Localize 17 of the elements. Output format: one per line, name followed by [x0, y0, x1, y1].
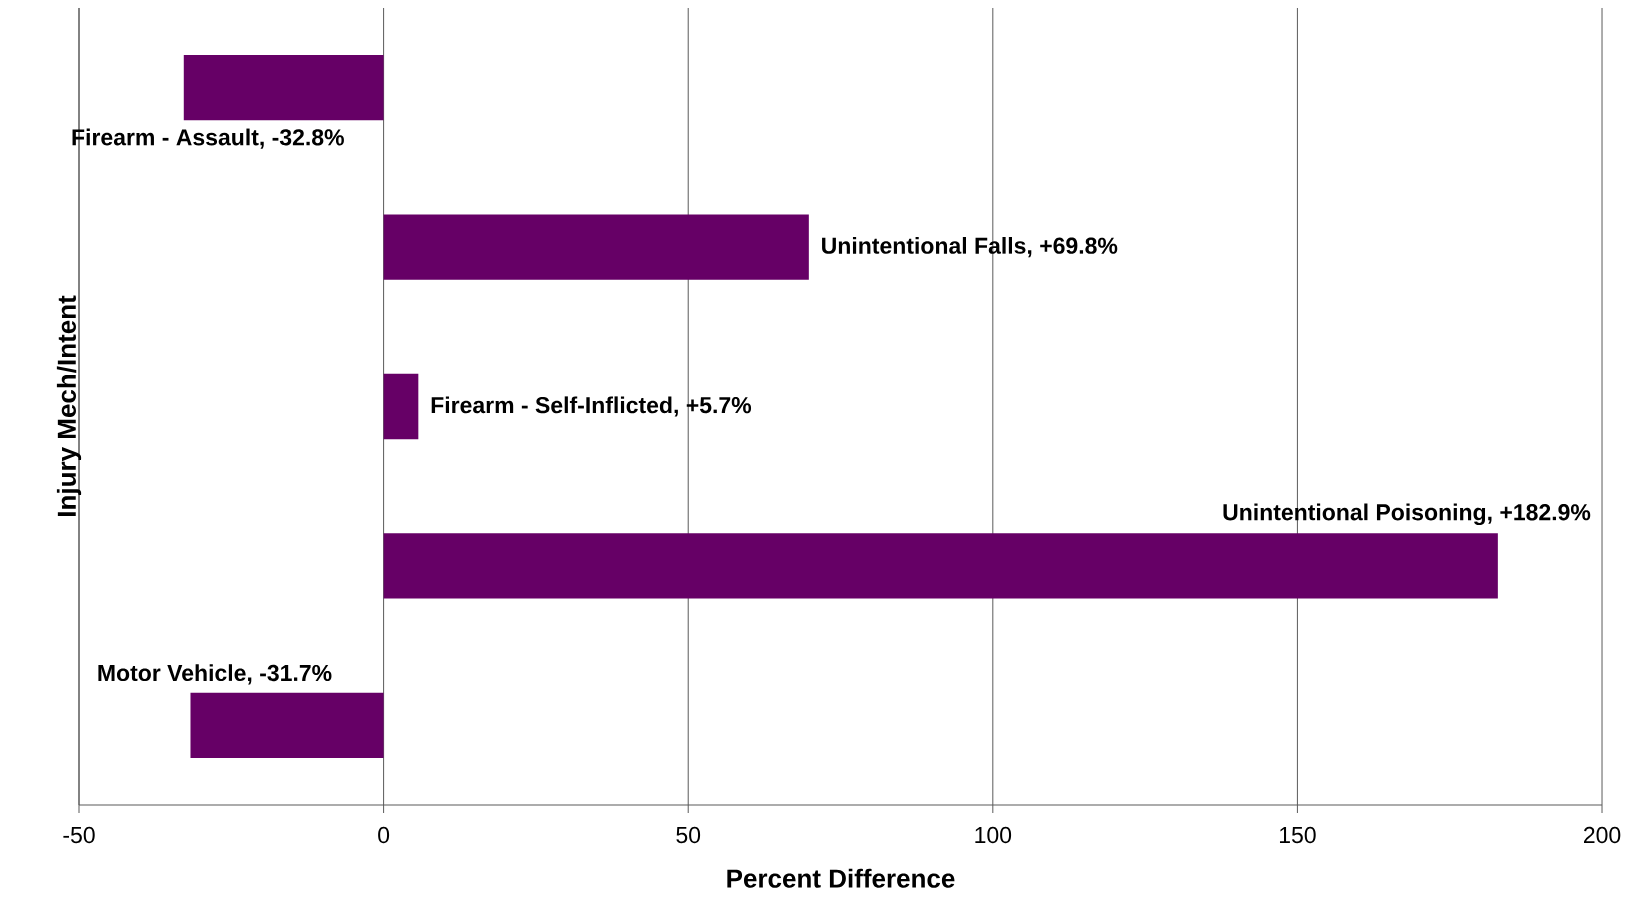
x-tick-label: 100	[975, 826, 1012, 844]
x-tick-label: 50	[676, 826, 701, 844]
bar	[190, 692, 384, 758]
data-label: Firearm - Self-Inflicted, +5.7%	[431, 396, 752, 417]
x-tick-label: 150	[1279, 826, 1316, 844]
bar	[383, 214, 809, 280]
data-label: Motor Vehicle, -31.7%	[98, 664, 332, 685]
data-label: Firearm - Assault, -32.8%	[72, 128, 344, 149]
data-label: Unintentional Falls, +69.8%	[822, 236, 1118, 258]
y-axis-title: Injury Mech/Intent	[56, 295, 82, 516]
bar	[183, 55, 384, 121]
x-axis-title: Percent Difference	[727, 868, 955, 888]
bar	[383, 533, 1498, 599]
x-tick-label: 200	[1584, 826, 1621, 844]
bar	[383, 373, 419, 440]
x-tick-label: -50	[63, 826, 95, 844]
x-tick-label: 0	[378, 826, 390, 844]
